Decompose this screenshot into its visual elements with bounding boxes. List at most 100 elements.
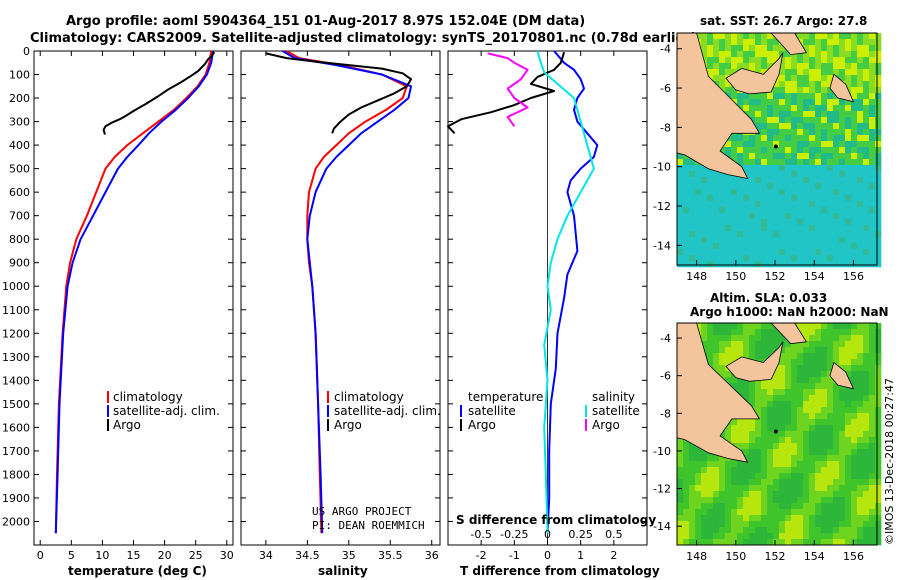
map-cell <box>803 329 810 336</box>
map-cell <box>851 111 858 118</box>
map-cell <box>767 419 774 426</box>
map-cell <box>797 425 804 432</box>
map-cell <box>779 467 786 474</box>
map-cell <box>809 117 816 124</box>
map-cell <box>713 261 720 268</box>
map-cell <box>845 129 852 136</box>
map-cell <box>875 515 882 522</box>
map-cell <box>701 243 708 250</box>
map-cell <box>803 359 810 366</box>
map-cell <box>695 189 702 196</box>
map-cell <box>815 533 822 540</box>
map-cell <box>683 485 690 492</box>
map-cell <box>839 347 846 354</box>
map-cell <box>875 401 882 408</box>
map-cell <box>785 521 792 528</box>
map-cell <box>827 413 834 420</box>
map-cell <box>803 341 810 348</box>
map-cell <box>857 329 864 336</box>
map-cell <box>809 389 816 396</box>
sla-map: Altim. SLA: 0.033 Argo h1000: NaN h2000:… <box>653 291 889 563</box>
temperature-series <box>54 50 216 534</box>
map-cell <box>869 117 876 124</box>
map-cell <box>707 219 714 226</box>
map-cell <box>791 353 798 360</box>
map-cell <box>707 539 714 546</box>
map-cell <box>815 249 822 256</box>
map-cell <box>845 219 852 226</box>
map-cell <box>875 449 882 456</box>
map-cell <box>713 45 720 52</box>
map-cell <box>857 521 864 528</box>
map-cell <box>833 165 840 172</box>
map-cell <box>803 473 810 480</box>
map-cell <box>743 225 750 232</box>
map-cell <box>773 123 780 130</box>
map-cell <box>731 497 738 504</box>
map-cell <box>761 521 768 528</box>
map-cell <box>701 461 708 468</box>
map-cell <box>785 213 792 220</box>
map-cell <box>875 69 882 76</box>
s-tick-label: 0.5 <box>605 528 623 541</box>
map-cell <box>785 105 792 112</box>
map-cell <box>857 449 864 456</box>
map-cell <box>683 455 690 462</box>
map-cell <box>833 347 840 354</box>
lat-tick-label: -6 <box>660 82 671 95</box>
map-cell <box>695 485 702 492</box>
map-cell <box>761 431 768 438</box>
map-cell <box>731 225 738 232</box>
map-cell <box>869 341 876 348</box>
map-cell <box>761 353 768 360</box>
map-cell <box>773 159 780 166</box>
map-cell <box>755 443 762 450</box>
map-cell <box>857 159 864 166</box>
map-cell <box>779 117 786 124</box>
map-cell <box>833 159 840 166</box>
map-cell <box>815 243 822 250</box>
map-cell <box>869 111 876 118</box>
map-cell <box>815 407 822 414</box>
map-cell <box>827 461 834 468</box>
map-cell <box>857 473 864 480</box>
map-cell <box>797 159 804 166</box>
map-cell <box>797 443 804 450</box>
map-cell <box>749 237 756 244</box>
map-cell <box>863 183 870 190</box>
map-cell <box>863 377 870 384</box>
temperature-x-axis: 0 5 10 15 20 25 30 <box>37 51 234 562</box>
map-cell <box>791 515 798 522</box>
map-cell <box>773 521 780 528</box>
map-cell <box>803 395 810 402</box>
map-cell <box>737 141 744 148</box>
map-cell <box>869 377 876 384</box>
map-cell <box>821 329 828 336</box>
map-cell <box>869 63 876 70</box>
map-cell <box>809 81 816 88</box>
map-cell <box>779 237 786 244</box>
map-cell <box>785 449 792 456</box>
map-cell <box>785 443 792 450</box>
map-cell <box>821 503 828 510</box>
map-cell <box>755 341 762 348</box>
map-cell <box>731 33 738 40</box>
map-cell <box>755 347 762 354</box>
map-cell <box>857 219 864 226</box>
map-cell <box>863 443 870 450</box>
map-cell <box>683 243 690 250</box>
map-cell <box>713 57 720 64</box>
map-cell <box>833 473 840 480</box>
lat-tick-label: -14 <box>653 520 671 533</box>
map-cell <box>875 141 882 148</box>
map-cell <box>779 443 786 450</box>
map-cell <box>761 255 768 262</box>
map-cell <box>827 129 834 136</box>
map-cell <box>707 467 714 474</box>
map-cell <box>743 461 750 468</box>
map-cell <box>695 207 702 214</box>
map-cell <box>761 129 768 136</box>
map-cell <box>677 261 684 268</box>
map-cell <box>755 521 762 528</box>
map-cell <box>863 93 870 100</box>
